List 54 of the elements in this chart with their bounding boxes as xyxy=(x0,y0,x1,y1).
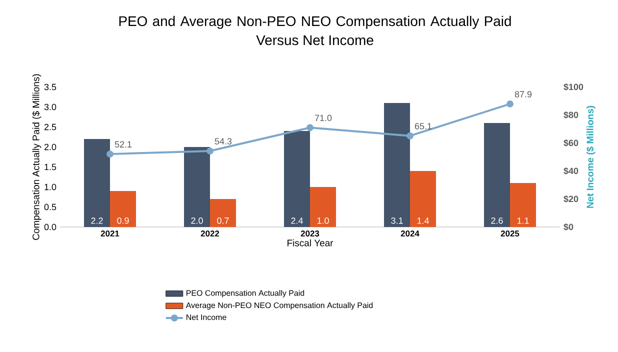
bar xyxy=(284,131,310,227)
y2-tick-label: $20 xyxy=(564,195,578,203)
point xyxy=(506,100,514,108)
data-label: 87.9 xyxy=(514,91,532,98)
y2-tick-label: $100 xyxy=(564,83,584,91)
chart-subtitle: Versus Net Income xyxy=(256,35,374,46)
bar xyxy=(184,147,210,227)
y-tick-label: 2.0 xyxy=(44,144,56,150)
y2-tick-label: $0 xyxy=(564,223,574,231)
bar xyxy=(310,187,336,227)
point xyxy=(306,124,314,132)
data-label: 1.1 xyxy=(517,218,529,224)
y-tick-label: 3.0 xyxy=(44,104,56,110)
bar xyxy=(210,199,236,227)
y-tick-label: 0.0 xyxy=(44,224,56,230)
bar xyxy=(410,171,436,227)
data-label: 2.4 xyxy=(291,218,303,224)
data-label: 71.0 xyxy=(314,114,332,122)
data-label: 65.1 xyxy=(414,122,432,130)
y2-axis-title: Net Income ($ Millions) xyxy=(586,106,596,208)
y-tick-label: 0.5 xyxy=(44,204,56,210)
data-label: 0.7 xyxy=(217,217,229,224)
point xyxy=(406,132,414,140)
y2-tick-label: $80 xyxy=(564,111,578,119)
y-tick-label: 3.5 xyxy=(44,84,56,90)
data-label: 2.2 xyxy=(91,218,103,224)
x-tick-label: 2025 xyxy=(500,230,520,237)
y2-tick-label: $40 xyxy=(564,167,578,175)
x-tick-label: 2024 xyxy=(400,230,420,237)
data-label: 2.0 xyxy=(191,217,203,224)
x-axis-title: Fiscal Year xyxy=(288,239,334,246)
y-tick-label: 1.5 xyxy=(44,164,56,170)
bar xyxy=(484,123,510,227)
x-tick-label: 2022 xyxy=(200,230,220,237)
bar xyxy=(84,139,110,227)
y-tick-label: 2.5 xyxy=(44,124,56,130)
data-label: 54.3 xyxy=(214,138,232,144)
y-tick-label: 1.0 xyxy=(44,184,56,190)
data-label: 2.6 xyxy=(491,217,503,224)
data-label: 1.4 xyxy=(417,218,429,224)
data-label: 1.0 xyxy=(317,217,329,224)
y-axis-title: Compensation Actually Paid ($ Millions) xyxy=(32,74,42,240)
bar xyxy=(510,183,536,227)
point xyxy=(206,147,214,154)
x-tick-label: 2021 xyxy=(100,230,120,237)
x-tick-label: 2023 xyxy=(300,230,320,237)
chart-title: PEO and Average Non-PEO NEO Compensation Actually Paid xyxy=(119,16,511,29)
data-label: 52.1 xyxy=(114,141,132,148)
bar xyxy=(110,191,136,227)
bar xyxy=(384,103,410,227)
data-label: 0.9 xyxy=(117,217,129,224)
data-label: 3.1 xyxy=(391,217,403,224)
point xyxy=(106,150,114,158)
y2-tick-label: $60 xyxy=(564,139,578,147)
